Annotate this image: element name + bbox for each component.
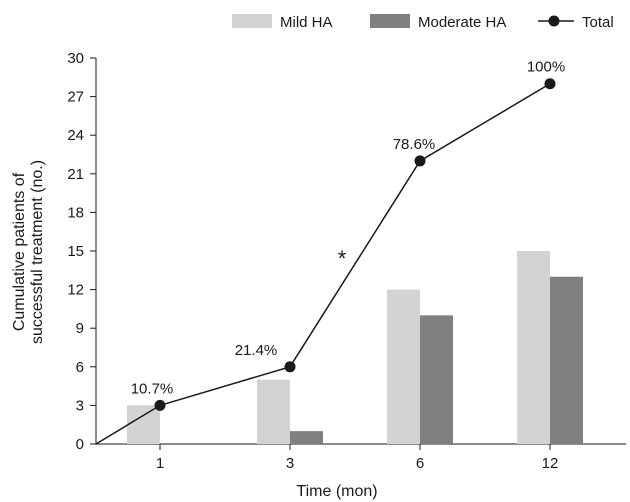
bar-moderate-ha xyxy=(550,276,583,444)
x-axis-ticks: 1 3 6 12 xyxy=(156,444,559,472)
bars xyxy=(127,251,583,444)
bar-moderate-ha xyxy=(290,431,323,444)
y-tick-label: 15 xyxy=(67,243,84,260)
y-tick-label: 9 xyxy=(76,320,84,337)
significance-annotation: * xyxy=(338,246,347,271)
x-axis-title: Time (mon) xyxy=(296,483,377,500)
data-labels: 10.7% 21.4% 78.6% 100% xyxy=(131,59,565,398)
bar-mild-ha xyxy=(387,289,420,444)
total-percent-label: 100% xyxy=(527,59,565,76)
total-percent-label: 10.7% xyxy=(131,380,174,397)
legend-swatch-mild-ha xyxy=(232,14,272,28)
y-tick-label: 24 xyxy=(67,127,84,144)
bar-mild-ha xyxy=(127,405,160,444)
y-tick-label: 30 xyxy=(67,50,84,67)
total-marker xyxy=(544,78,556,90)
bar-moderate-ha xyxy=(420,315,453,444)
legend-label-moderate-ha: Moderate HA xyxy=(418,14,506,31)
y-tick-label: 27 xyxy=(67,89,84,106)
total-percent-label: 78.6% xyxy=(393,136,436,153)
y-tick-label: 18 xyxy=(67,204,84,221)
y-axis-title-line-2: successful treatment (no.) xyxy=(29,160,46,344)
y-axis-title-line-1: Cumulative patients of xyxy=(11,172,28,331)
legend-label-mild-ha: Mild HA xyxy=(280,14,333,31)
total-marker xyxy=(414,155,426,167)
legend-marker-total xyxy=(548,15,560,27)
x-tick-label: 1 xyxy=(156,455,164,472)
y-tick-label: 6 xyxy=(76,359,84,376)
y-tick-label: 12 xyxy=(67,282,84,299)
x-tick-label: 6 xyxy=(416,455,424,472)
legend-swatch-moderate-ha xyxy=(370,14,410,28)
y-axis-ticks: 0 3 6 9 12 15 18 21 24 27 30 xyxy=(67,50,96,453)
legend: Mild HA Moderate HA Total xyxy=(232,14,614,31)
legend-label-total: Total xyxy=(582,14,614,31)
y-tick-label: 0 xyxy=(76,436,84,453)
total-series xyxy=(95,78,556,445)
y-tick-label: 3 xyxy=(76,397,84,414)
total-marker xyxy=(154,399,166,411)
x-tick-label: 3 xyxy=(286,455,294,472)
y-tick-label: 21 xyxy=(67,166,84,183)
x-tick-label: 12 xyxy=(542,455,559,472)
total-marker xyxy=(284,361,296,373)
total-percent-label: 21.4% xyxy=(235,342,278,359)
y-axis-title: Cumulative patients of successful treatm… xyxy=(11,160,46,344)
bar-mild-ha xyxy=(257,379,290,444)
bar-mild-ha xyxy=(517,251,550,444)
